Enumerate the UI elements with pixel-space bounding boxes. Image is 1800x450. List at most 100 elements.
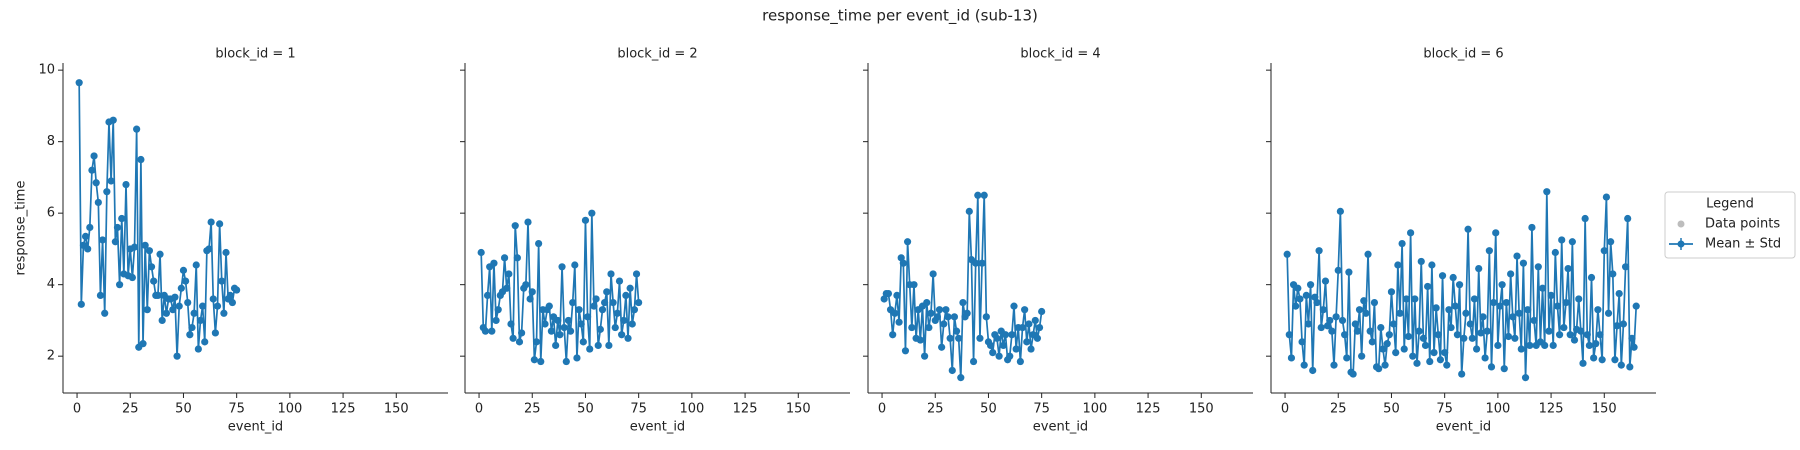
data-point <box>505 270 513 278</box>
data-point <box>500 254 509 262</box>
data-point <box>552 341 560 350</box>
data-point <box>588 209 596 217</box>
data-point <box>541 320 549 328</box>
data-point <box>1294 284 1302 292</box>
data-point <box>194 345 202 353</box>
data-point <box>618 331 626 339</box>
data-point <box>1001 331 1010 339</box>
data-point <box>1375 365 1383 373</box>
data-point <box>1604 309 1613 317</box>
data-point <box>488 327 496 335</box>
x-axis-label: event_id <box>228 420 283 435</box>
data-point <box>1319 306 1327 314</box>
data-point <box>107 177 115 185</box>
data-point <box>1010 302 1018 310</box>
data-point <box>111 238 119 246</box>
data-point <box>133 125 141 133</box>
data-point <box>1012 345 1020 353</box>
data-point <box>211 329 219 337</box>
data-point <box>1492 229 1500 237</box>
data-point <box>927 309 935 317</box>
data-point <box>929 270 937 278</box>
data-point <box>1025 320 1033 328</box>
data-point <box>1023 338 1031 346</box>
data-point <box>611 323 619 332</box>
data-point <box>1549 341 1557 350</box>
x-axis-label: event_id <box>1033 420 1088 435</box>
data-point <box>1475 264 1483 273</box>
legend-box <box>1664 191 1796 259</box>
data-point <box>950 313 959 321</box>
data-point <box>1411 295 1419 303</box>
data-point <box>1611 356 1619 364</box>
data-point <box>1587 273 1596 282</box>
data-point <box>98 236 107 244</box>
data-point <box>632 270 641 278</box>
data-point <box>526 295 534 303</box>
data-point <box>903 238 912 246</box>
data-point <box>1449 273 1457 282</box>
data-point <box>1358 352 1366 360</box>
data-point <box>1377 323 1385 332</box>
data-point <box>1630 343 1638 351</box>
data-point <box>1553 302 1562 310</box>
data-point <box>1355 306 1364 314</box>
data-point <box>1570 336 1579 344</box>
data-point <box>547 327 556 335</box>
data-point <box>75 79 83 87</box>
data-point <box>1464 225 1472 233</box>
data-point <box>1458 370 1466 378</box>
data-point <box>1504 332 1513 341</box>
data-point <box>1545 327 1553 335</box>
data-point <box>1477 329 1485 337</box>
data-point <box>566 327 575 335</box>
data-point <box>1590 354 1598 362</box>
data-point <box>1507 270 1515 278</box>
data-point <box>1609 270 1617 278</box>
data-point <box>1443 361 1451 369</box>
data-point <box>190 309 198 317</box>
panel: block_id = 4 0 25 50 75 100 125 150 event_id <box>863 47 1253 435</box>
legend-marker <box>1677 240 1685 248</box>
data-point <box>1424 282 1432 291</box>
data-point <box>537 357 545 366</box>
data-point <box>1594 306 1602 314</box>
data-point <box>1370 298 1379 307</box>
data-point <box>220 309 228 317</box>
data-point <box>569 298 577 307</box>
data-point <box>477 248 485 257</box>
data-point <box>169 306 177 314</box>
data-point <box>1353 327 1362 335</box>
data-point <box>620 316 628 325</box>
data-point <box>969 357 978 366</box>
data-point <box>603 288 611 296</box>
data-point <box>1330 361 1338 369</box>
data-point <box>86 223 94 232</box>
data-point <box>982 313 990 321</box>
x-tick-label: 75 <box>1033 402 1050 417</box>
data-point <box>592 295 600 303</box>
x-tick-label: 50 <box>577 402 594 417</box>
data-point <box>952 327 961 335</box>
data-point <box>1031 316 1039 325</box>
data-point <box>81 232 90 241</box>
data-point <box>624 334 632 342</box>
data-point <box>1494 341 1502 350</box>
data-point <box>1460 334 1468 342</box>
data-point <box>1481 354 1489 362</box>
data-point <box>1345 268 1353 276</box>
data-point <box>1392 348 1400 357</box>
x-tick-label: 75 <box>228 402 245 417</box>
data-point <box>1038 307 1046 316</box>
x-tick-label: 0 <box>1281 402 1289 417</box>
data-point <box>205 245 213 253</box>
data-point <box>1592 340 1600 348</box>
data-point <box>1018 323 1027 332</box>
data-point <box>118 214 126 223</box>
x-tick-label: 25 <box>524 402 541 417</box>
data-point <box>554 316 562 325</box>
data-point <box>177 284 185 292</box>
data-point <box>935 306 944 314</box>
data-point <box>1602 193 1611 201</box>
